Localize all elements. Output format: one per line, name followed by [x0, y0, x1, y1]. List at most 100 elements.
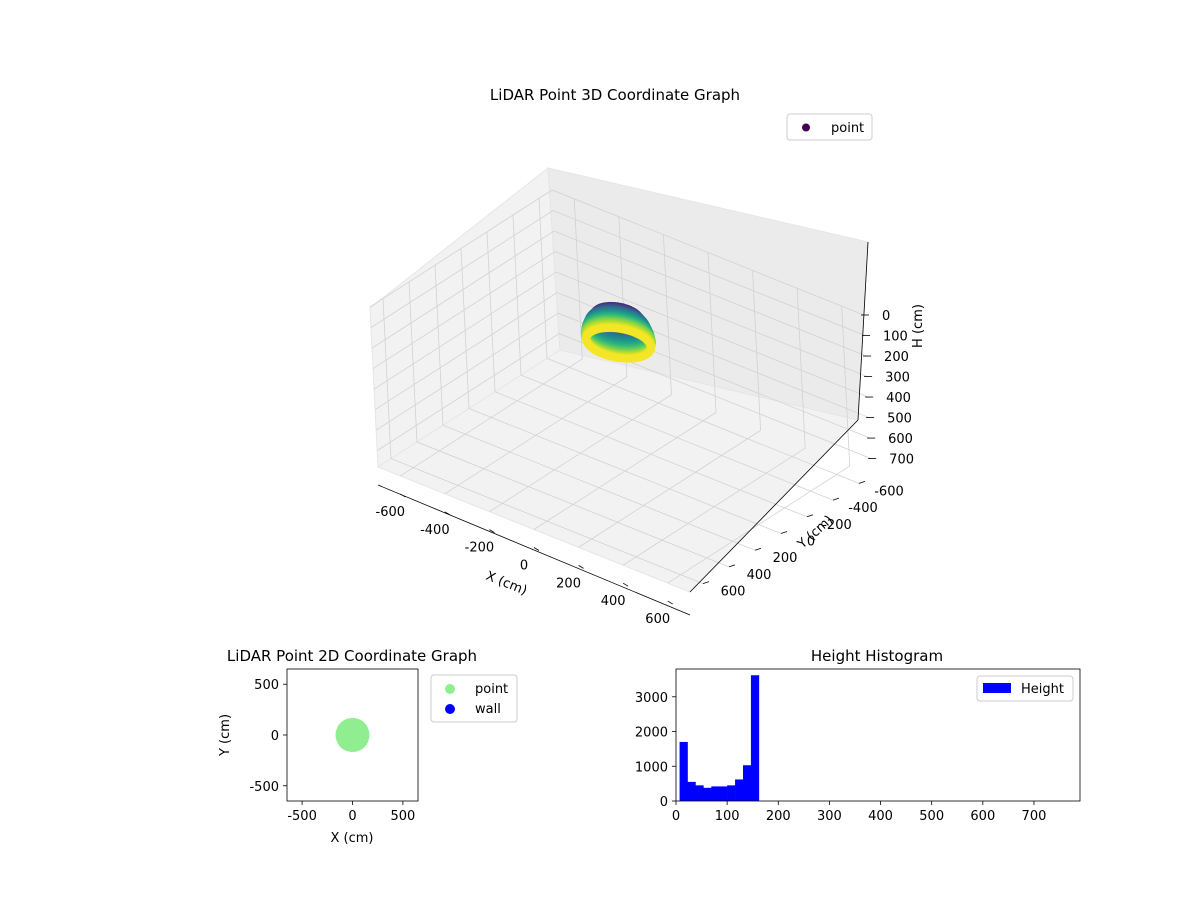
- legend-histogram-frame: [976, 675, 1074, 702]
- x-tick-label-hist: 300: [817, 809, 842, 824]
- grid-line-x: [578, 270, 761, 548]
- x-tick-label-3d: -400: [420, 523, 450, 538]
- point-cloud-2d: [335, 717, 370, 753]
- legend-2d-marker-wall: [445, 704, 455, 714]
- x-tick-label-hist: 700: [1022, 809, 1047, 824]
- x-tick-label-2d: -500: [287, 809, 317, 824]
- grid-line-y: [460, 248, 782, 534]
- y-tick-label-3d: 400: [747, 568, 772, 583]
- y-tick-label-2d: -500: [249, 780, 279, 795]
- x-tick-label-hist: 500: [919, 809, 944, 824]
- grid-line-z: [369, 189, 865, 316]
- histogram-bar: [687, 781, 696, 801]
- grid-line-z: [373, 271, 869, 398]
- grid-3d: [369, 189, 872, 585]
- chart-2d: LiDAR Point 2D Coordinate Graph -500 0 500…: [218, 647, 518, 846]
- x-tick-label-3d: -600: [376, 505, 406, 520]
- z-tick-label-3d: 400: [886, 391, 911, 406]
- x-axis-label-2d: X (cm): [331, 831, 374, 846]
- x-tick-3d: [444, 511, 451, 516]
- histogram-bar: [711, 786, 720, 801]
- histogram-bar: [719, 786, 728, 801]
- grid-line-y: [434, 265, 756, 551]
- chart-3d-title: LiDAR Point 3D Coordinate Graph: [490, 86, 740, 104]
- z-tick-label-3d: 500: [887, 412, 912, 427]
- grid-line-z: [371, 230, 867, 357]
- grid-line-y: [382, 298, 704, 585]
- histogram-bar: [735, 779, 744, 801]
- legend-3d: point: [786, 113, 873, 141]
- histogram-bar: [750, 675, 760, 801]
- grid-line-y: [486, 231, 808, 518]
- z-tick-label-3d: 600: [888, 432, 913, 447]
- y-tick-3d: [780, 531, 788, 534]
- grid-line-z: [376, 333, 872, 459]
- z-tick-label-3d: 700: [889, 453, 914, 468]
- x-tick-label-hist: 400: [868, 809, 893, 824]
- y-axis-label-2d: Y (cm): [218, 714, 233, 757]
- y-tick-label-3d: -200: [822, 518, 852, 533]
- grid-line-z: [370, 210, 866, 336]
- legend-histogram: Height: [976, 675, 1074, 702]
- z-tick-label-3d: 100: [883, 330, 908, 345]
- x-tick-3d: [533, 547, 540, 551]
- grid-line-z: [374, 292, 870, 418]
- z-axis-line: [857, 241, 869, 421]
- grid-line-y: [538, 198, 860, 484]
- legend-2d-marker-point: [445, 684, 455, 694]
- x-tick-3d: [400, 493, 406, 498]
- x-tick-label-hist: 600: [970, 809, 995, 824]
- grid-line-x: [400, 198, 583, 477]
- histogram-frame: [675, 668, 1081, 802]
- y-axis-line: [689, 419, 859, 593]
- grid-line-x: [533, 252, 717, 530]
- z-tick-label-3d: 0: [882, 309, 890, 324]
- legend-histogram-label: Height: [1021, 682, 1064, 697]
- legend-3d-marker: [802, 123, 810, 132]
- ticks-histogram: 0 100 200 300 400 500 600 700 0 1000 2000 3000: [635, 691, 1046, 824]
- grid-line-x: [667, 306, 851, 584]
- legend-2d: point wall: [430, 674, 518, 723]
- y-tick-label-3d: 0: [807, 535, 815, 550]
- y-tick-label-3d: -400: [848, 501, 878, 516]
- chart-3d: LiDAR Point 3D Coordinate Graph -600 -400…: [369, 86, 926, 627]
- histogram-bar: [742, 765, 752, 801]
- chart-histogram: Height Histogram 0 100 200 300 400 500 600 7000…: [635, 647, 1081, 824]
- x-axis-line: [377, 484, 691, 616]
- legend-2d-label-point: point: [475, 682, 508, 697]
- x-tick-label-3d: 200: [556, 576, 581, 591]
- grid-line-x: [444, 216, 628, 495]
- y-tick-3d: [858, 480, 866, 484]
- point-2d: [359, 732, 370, 743]
- grid-line-z: [372, 251, 868, 377]
- point-3d: [643, 349, 652, 358]
- x-tick-label-3d: 600: [645, 612, 670, 627]
- y-tick-label-hist: 3000: [635, 691, 668, 706]
- y-tick-3d: [728, 564, 736, 568]
- x-tick-label-3d: -200: [465, 541, 495, 556]
- grid-line-x: [489, 234, 672, 512]
- x-tick-label-hist: 100: [715, 809, 740, 824]
- legend-histogram-swatch: [983, 683, 1011, 693]
- x-tick-label-2d: 500: [390, 809, 415, 824]
- x-tick-label-3d: 400: [601, 594, 626, 609]
- y-tick-label-hist: 1000: [635, 760, 668, 775]
- histogram-bar: [727, 785, 736, 801]
- y-tick-label-hist: 2000: [635, 726, 668, 741]
- legend-3d-frame: [786, 113, 873, 141]
- grid-line-z: [375, 312, 871, 439]
- histogram-bar: [703, 787, 712, 801]
- histogram-bar: [695, 785, 704, 801]
- z-tick-label-3d: 300: [885, 371, 910, 386]
- z-axis-label-3d: H (cm): [911, 304, 926, 348]
- x-tick-label-hist: 0: [672, 809, 680, 824]
- legend-2d-label-wall: wall: [475, 702, 501, 717]
- grid-line-y: [408, 281, 730, 568]
- chart-2d-title: LiDAR Point 2D Coordinate Graph: [227, 647, 477, 665]
- z-tick-label-3d: 200: [884, 350, 909, 365]
- histogram-bars: [679, 675, 760, 801]
- legend-3d-label: point: [831, 121, 864, 136]
- y-tick-3d: [806, 514, 814, 518]
- x-tick-3d: [578, 565, 584, 569]
